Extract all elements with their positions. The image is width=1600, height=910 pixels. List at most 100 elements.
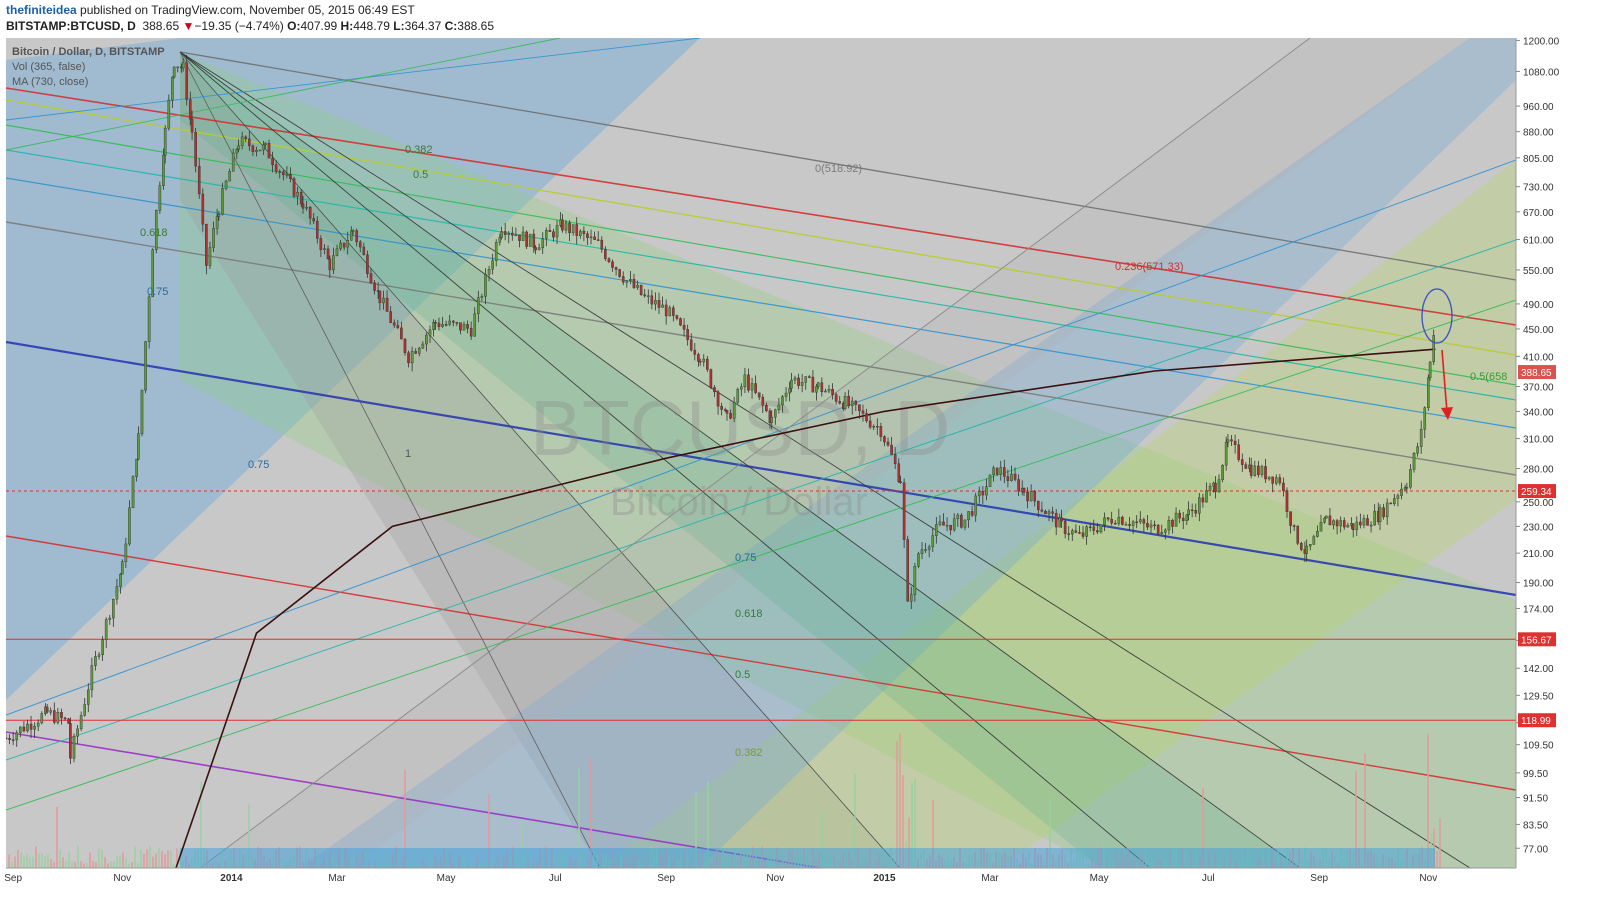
candle-body: [999, 467, 1003, 475]
candle-body: [552, 231, 555, 238]
candle-body: [1181, 517, 1185, 522]
candle-body: [19, 726, 22, 733]
candle-body: [421, 343, 425, 349]
candle-body: [1362, 518, 1366, 526]
candle-body: [312, 218, 316, 222]
y-tick-label: 91.50: [1523, 794, 1548, 805]
candle-body: [97, 654, 101, 657]
candle-body: [709, 369, 713, 388]
legend-volume: Vol (365, false): [12, 61, 86, 73]
fib-label-0236: 0.236(571.33): [1115, 261, 1184, 273]
candle-body: [1146, 523, 1149, 528]
candle-body: [120, 561, 124, 575]
volume-bar: [92, 860, 94, 868]
y-tick-label: 83.50: [1523, 820, 1548, 831]
candle-body: [1044, 511, 1047, 515]
candle-body: [757, 392, 761, 398]
candle-body: [920, 549, 924, 554]
candle-body: [500, 231, 503, 238]
candle-body: [831, 388, 834, 395]
candle-body: [850, 400, 854, 407]
candle-body: [729, 413, 732, 419]
candle-body: [1240, 459, 1244, 465]
watermark-symbol: BTCUSD, D: [530, 384, 950, 472]
candle-body: [135, 458, 138, 477]
volume-bar: [896, 741, 898, 868]
candle-body: [477, 297, 480, 315]
candle-body: [1427, 377, 1430, 408]
ohlc-line: BITSTAMP:BTCUSD, D 388.65 ▼−19.35 (−4.74…: [6, 19, 494, 33]
candle-body: [555, 225, 559, 238]
candle-body: [720, 406, 723, 410]
high-label: H:: [340, 19, 354, 33]
volume-bar: [101, 849, 103, 868]
candle-body: [589, 236, 593, 239]
candle-body: [879, 426, 883, 437]
candle-body: [1393, 498, 1396, 504]
price-axis[interactable]: 1200.00 1080.00 960.00 880.00 805.00 730.00 67…: [1515, 36, 1600, 868]
candle-body: [369, 273, 373, 283]
candle-body: [459, 322, 462, 331]
plot-background: [6, 38, 1516, 868]
fib-labels: 0(518.92) 0.236(571.33) 0.5(658 0.382 0.…: [140, 144, 1507, 759]
candle-body: [811, 376, 815, 393]
volume-bar: [8, 854, 10, 868]
volume-bar: [161, 850, 163, 868]
candle-body: [788, 388, 791, 394]
candle-body: [296, 191, 299, 197]
candle-body: [1253, 465, 1257, 476]
candle-body: [725, 410, 729, 414]
candle-body: [1319, 522, 1323, 532]
candle-body: [682, 324, 686, 330]
trend-line-10: [179, 51, 1151, 868]
candle-body: [351, 230, 355, 232]
candle-body: [528, 233, 532, 247]
candle-body: [611, 261, 614, 268]
candle-body: [323, 248, 326, 250]
candle-body: [1156, 524, 1160, 534]
candle-body: [282, 171, 285, 176]
price-tag-label: 156.67: [1521, 635, 1552, 646]
volume-bar: [80, 861, 82, 868]
trend-line-17: [6, 299, 1516, 811]
time-axis[interactable]: Sep Nov 2014 Mar May Jul Sep Nov 2015 Mar May Jul Se…: [0, 867, 1600, 910]
y-tick-label: 550.00: [1523, 266, 1554, 277]
candle-body: [378, 290, 382, 304]
candle-body: [1271, 476, 1274, 484]
candle-body: [654, 300, 657, 305]
volume-bar: [146, 849, 148, 868]
candle-body: [382, 297, 385, 304]
candle-body: [1029, 491, 1033, 502]
candle-body: [335, 248, 339, 256]
candle-body: [349, 230, 353, 241]
candle-body: [1400, 488, 1403, 496]
candle-body: [960, 514, 963, 528]
candle-body: [326, 248, 330, 260]
candle-body: [131, 476, 135, 509]
candle-body: [883, 436, 886, 443]
candle-body: [392, 322, 396, 326]
candle-body: [1308, 544, 1312, 547]
volume-bar: [56, 806, 58, 868]
candle-body: [698, 361, 702, 363]
candle-body: [1142, 519, 1146, 524]
trend-line-19: [6, 38, 701, 121]
candle-body: [484, 274, 487, 297]
volume-bar: [35, 846, 37, 868]
candle-body: [1214, 482, 1217, 493]
candle-body: [575, 224, 579, 236]
volume-bar: [29, 857, 31, 868]
y-tick-label: 805.00: [1523, 154, 1554, 165]
high-value: 448.79: [353, 19, 390, 33]
candle-body: [224, 180, 228, 189]
author-link[interactable]: thefiniteidea: [6, 3, 77, 17]
candle-body: [761, 396, 765, 406]
volume-bar: [911, 782, 913, 868]
candle-body: [1378, 507, 1382, 523]
band-3: [600, 160, 1516, 868]
x-tick-label: Mar: [328, 873, 346, 884]
candle-body: [614, 267, 618, 270]
volume-bar: [98, 848, 100, 868]
candle-body: [469, 328, 473, 337]
